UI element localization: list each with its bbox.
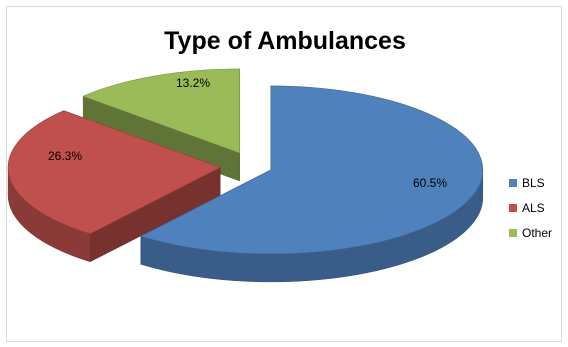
slice-bls	[140, 85, 484, 255]
data-label-bls: 60.5%	[413, 176, 447, 190]
legend-label-als: ALS	[522, 200, 545, 215]
legend-swatch-bls	[509, 178, 517, 187]
data-label-als: 26.3%	[48, 149, 82, 163]
slice-other	[82, 68, 240, 154]
data-label-other: 13.2%	[176, 76, 210, 90]
slice-als	[7, 110, 221, 235]
chart-legend: BLS ALS Other	[509, 170, 552, 245]
legend-item-bls: BLS	[509, 170, 552, 195]
legend-item-other: Other	[509, 220, 552, 245]
legend-label-bls: BLS	[522, 175, 545, 190]
legend-swatch-other	[509, 228, 517, 237]
legend-item-als: ALS	[509, 195, 552, 220]
legend-swatch-als	[509, 203, 517, 212]
legend-label-other: Other	[522, 225, 553, 240]
chart-title: Type of Ambulances	[164, 27, 406, 55]
